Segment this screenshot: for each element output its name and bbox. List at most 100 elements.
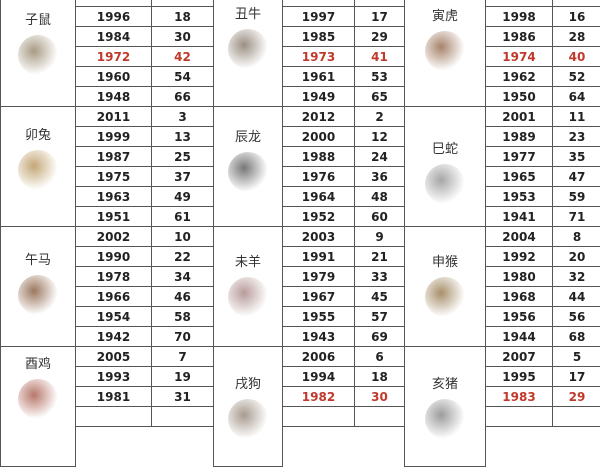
age-cell: 11 [552, 106, 600, 127]
year-cell: 2012 [282, 106, 355, 127]
goat-icon [228, 277, 268, 317]
year-cell: 1960 [75, 66, 152, 87]
animal-cell: 午马 [0, 226, 76, 347]
animal-cell: 子鼠 [0, 0, 76, 107]
age-cell: 25 [151, 146, 214, 167]
animal-cell: 卯兔 [0, 106, 76, 227]
age-cell: 16 [552, 6, 600, 27]
year-cell: 2005 [75, 346, 152, 367]
ox-icon [228, 29, 268, 69]
age-cell: 37 [151, 166, 214, 187]
year-cell: 1982 [282, 386, 355, 407]
year-cell: 1954 [75, 306, 152, 327]
horse-icon [18, 275, 58, 315]
age-cell: 17 [552, 366, 600, 387]
age-cell: 7 [151, 346, 214, 367]
animal-cell: 丑牛 [213, 0, 283, 107]
zodiac-name: 辰龙 [234, 130, 261, 145]
animal-cell: 酉鸡 [0, 346, 76, 467]
year-cell: 1963 [75, 186, 152, 207]
year-cell: 1972 [75, 46, 152, 67]
year-cell: 1995 [485, 366, 553, 387]
age-cell: 28 [552, 26, 600, 47]
age-cell: 3 [151, 106, 214, 127]
year-cell: 2007 [485, 346, 553, 367]
age-cell: 61 [151, 206, 214, 227]
age-cell: 64 [552, 86, 600, 107]
zodiac-name: 巳蛇 [431, 142, 458, 157]
animal-cell: 申猴 [404, 226, 486, 347]
year-cell: 1981 [75, 386, 152, 407]
age-cell: 58 [151, 306, 214, 327]
year-cell: 1953 [485, 186, 553, 207]
year-cell: 1979 [282, 266, 355, 287]
age-cell: 30 [151, 26, 214, 47]
age-cell: 29 [552, 386, 600, 407]
zodiac-name: 午马 [24, 253, 51, 268]
year-cell: 1974 [485, 46, 553, 67]
rat-icon [18, 35, 58, 75]
year-cell: 2006 [282, 346, 355, 367]
year-cell: 1993 [75, 366, 152, 387]
age-cell: 57 [354, 306, 405, 327]
year-cell [485, 406, 553, 427]
year-cell: 1975 [75, 166, 152, 187]
age-cell [552, 406, 600, 427]
year-cell: 1990 [75, 246, 152, 267]
year-cell: 1966 [75, 286, 152, 307]
age-cell: 70 [151, 326, 214, 347]
year-cell: 1988 [282, 146, 355, 167]
zodiac-name: 卯兔 [24, 128, 51, 143]
zodiac-name: 丑牛 [234, 7, 261, 22]
year-cell: 1944 [485, 326, 553, 347]
year-cell: 1999 [75, 126, 152, 147]
age-cell: 47 [552, 166, 600, 187]
age-cell: 8 [552, 226, 600, 247]
zodiac-name: 申猴 [431, 255, 458, 270]
animal-cell: 寅虎 [404, 0, 486, 107]
age-cell: 30 [354, 386, 405, 407]
year-cell: 1956 [485, 306, 553, 327]
age-cell: 49 [151, 186, 214, 207]
year-cell: 1978 [75, 266, 152, 287]
age-cell: 36 [354, 166, 405, 187]
year-cell: 2004 [485, 226, 553, 247]
year-cell: 2000 [282, 126, 355, 147]
animal-cell: 亥猪 [404, 346, 486, 467]
age-cell: 29 [354, 26, 405, 47]
age-cell: 71 [552, 206, 600, 227]
age-cell: 48 [354, 186, 405, 207]
age-cell: 18 [354, 366, 405, 387]
year-cell: 1998 [485, 6, 553, 27]
age-cell: 13 [151, 126, 214, 147]
year-cell: 1985 [282, 26, 355, 47]
year-cell: 1984 [75, 26, 152, 47]
year-cell: 1977 [485, 146, 553, 167]
year-cell: 1991 [282, 246, 355, 267]
monkey-icon [425, 277, 465, 317]
rabbit-icon [18, 150, 58, 190]
year-cell: 1983 [485, 386, 553, 407]
age-cell: 31 [151, 386, 214, 407]
year-cell: 1976 [282, 166, 355, 187]
year-cell: 1994 [282, 366, 355, 387]
age-cell: 46 [151, 286, 214, 307]
pig-icon [425, 399, 465, 439]
age-cell: 41 [354, 46, 405, 67]
year-cell: 1951 [75, 206, 152, 227]
age-cell: 59 [552, 186, 600, 207]
age-cell: 60 [354, 206, 405, 227]
year-cell [75, 406, 152, 427]
age-cell: 65 [354, 86, 405, 107]
year-cell: 1961 [282, 66, 355, 87]
animal-cell: 戌狗 [213, 346, 283, 467]
year-cell: 1992 [485, 246, 553, 267]
age-cell: 69 [354, 326, 405, 347]
snake-icon [425, 164, 465, 204]
dog-icon [228, 399, 268, 439]
zodiac-name: 未羊 [234, 255, 261, 270]
age-cell: 68 [552, 326, 600, 347]
age-cell: 35 [552, 146, 600, 167]
year-cell: 2003 [282, 226, 355, 247]
year-cell: 1955 [282, 306, 355, 327]
